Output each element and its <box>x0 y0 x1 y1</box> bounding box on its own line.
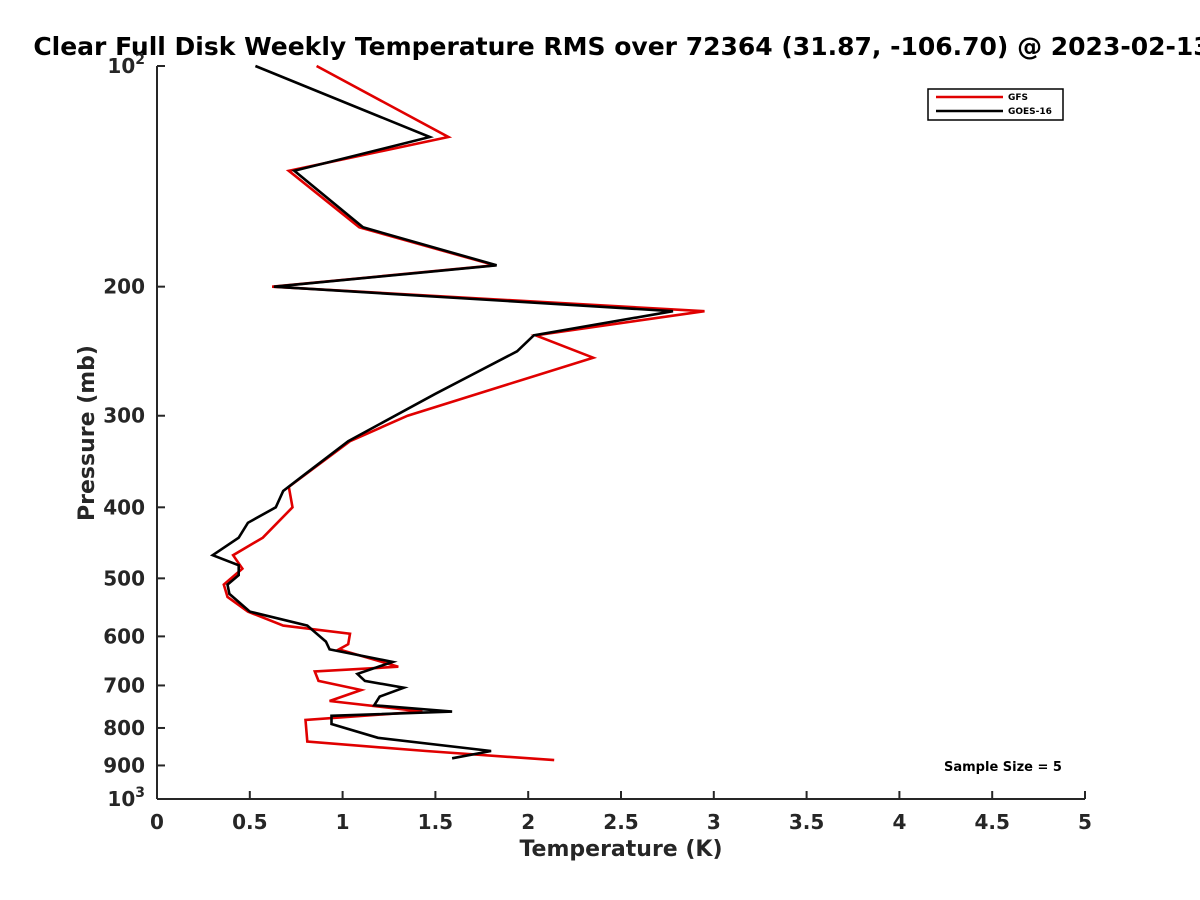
legend-label-goes-16: GOES-16 <box>1008 107 1052 117</box>
x-tick-label: 1 <box>336 810 350 834</box>
y-axis-label: Pressure (mb) <box>75 345 100 521</box>
x-ticks: 0 0.5 1 1.5 2 2.5 3 3.5 4 4.5 5 <box>150 791 1092 834</box>
legend-label-gfs: GFS <box>1008 93 1028 103</box>
y-tick-label: 103 <box>107 785 145 811</box>
y-tick-label: 900 <box>103 753 145 777</box>
x-tick-label: 2 <box>521 810 535 834</box>
x-tick-label: 5 <box>1078 810 1092 834</box>
x-tick-label: 0 <box>150 810 164 834</box>
y-tick-label: 300 <box>103 404 145 428</box>
x-tick-label: 4 <box>892 810 906 834</box>
series-layer <box>209 64 705 762</box>
y-tick-label: 400 <box>103 495 145 519</box>
x-tick-label: 0.5 <box>232 810 267 834</box>
y-tick-label: 102 <box>107 52 145 78</box>
legend-box <box>927 88 1064 121</box>
chart-title: Clear Full Disk Weekly Temperature RMS o… <box>33 32 1200 61</box>
y-tick-label: 500 <box>103 566 145 590</box>
legend: GFS GOES-16 <box>927 88 1064 121</box>
x-tick-label: 3 <box>707 810 721 834</box>
x-tick-label: 4.5 <box>974 810 1009 834</box>
x-axis-label: Temperature (K) <box>519 837 722 862</box>
x-tick-label: 2.5 <box>603 810 638 834</box>
y-ticks: 102 200 300 400 500 600 700 800 900 103 <box>103 52 165 811</box>
series-line-goes-16 <box>209 64 674 760</box>
x-tick-label: 1.5 <box>418 810 453 834</box>
y-tick-label: 200 <box>103 275 145 299</box>
x-tick-label: 3.5 <box>789 810 824 834</box>
sample-size-annotation: Sample Size = 5 <box>944 760 1062 775</box>
y-tick-label: 800 <box>103 716 145 740</box>
y-tick-label: 600 <box>103 624 145 648</box>
y-tick-label: 700 <box>103 673 145 697</box>
